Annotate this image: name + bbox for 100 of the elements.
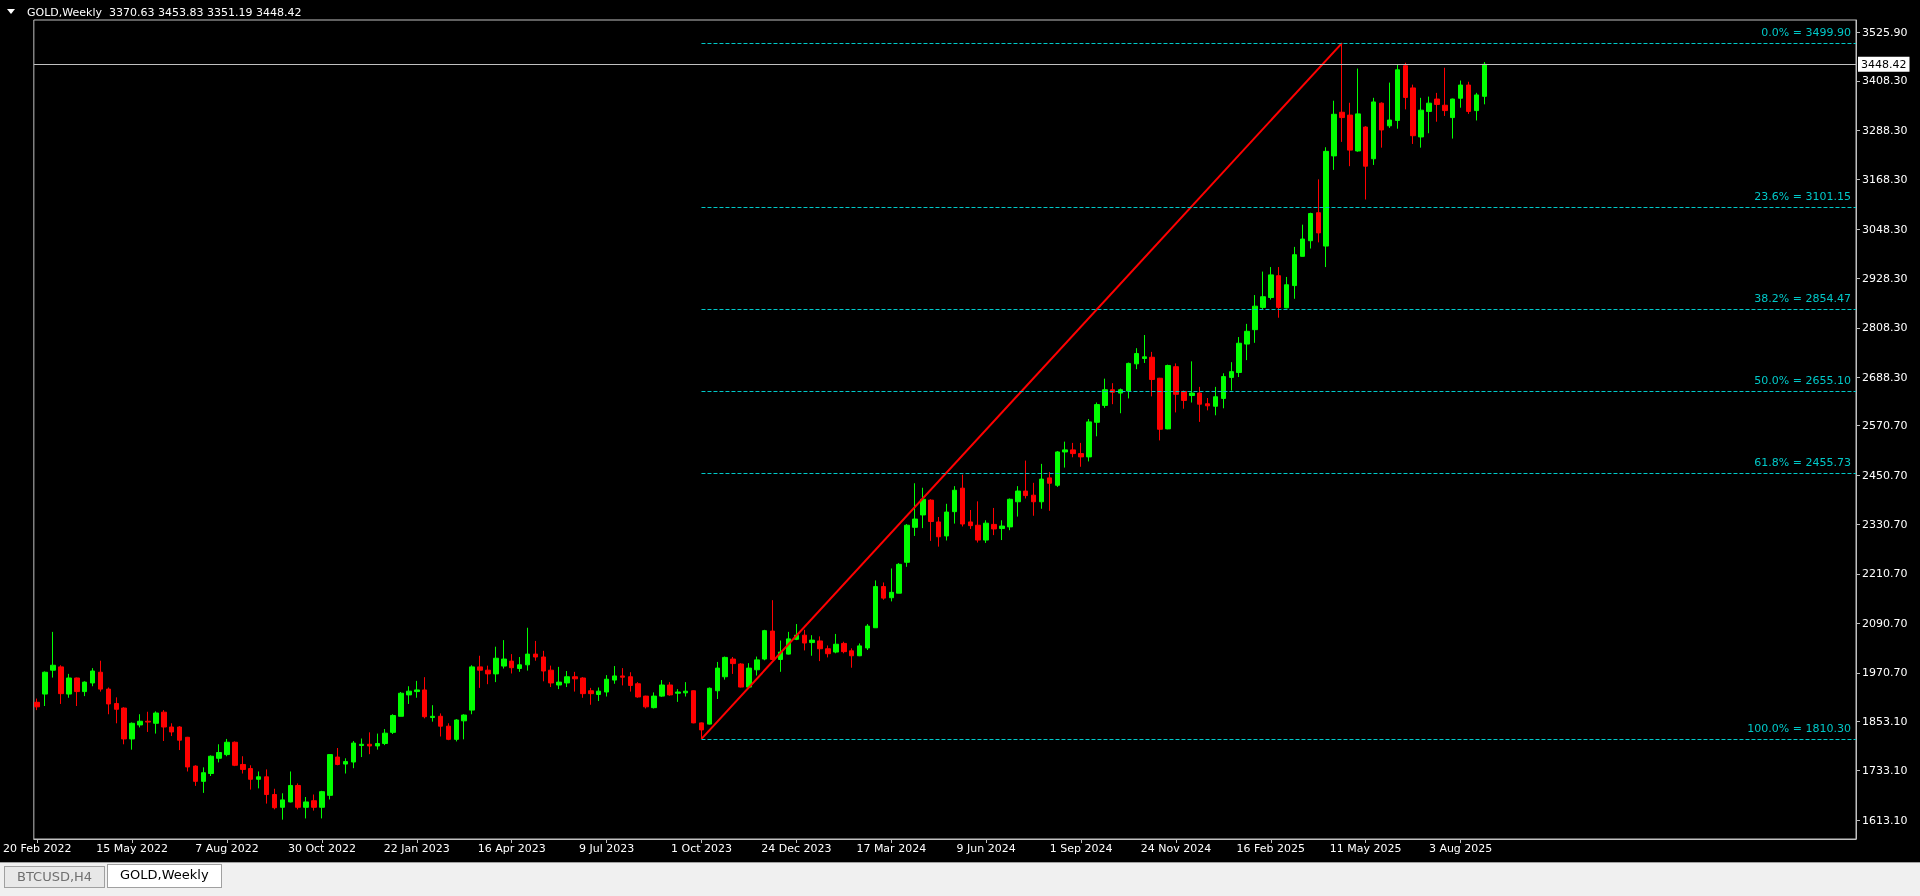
candlestick <box>991 507 997 536</box>
candlestick <box>588 687 594 706</box>
candlestick <box>1252 294 1258 344</box>
y-tick-label: 2330.70 <box>1862 518 1908 532</box>
candlestick <box>335 747 340 766</box>
x-tick-label: 22 Jan 2023 <box>383 842 450 855</box>
candlestick <box>604 674 609 698</box>
candlestick <box>730 656 736 675</box>
candlestick <box>327 753 333 800</box>
candlestick <box>509 653 514 674</box>
candlestick <box>375 733 380 751</box>
candlestick <box>177 725 182 751</box>
candlestick <box>1363 125 1368 201</box>
candlestick <box>1410 84 1416 145</box>
ref-line-label: 38.2% = 2854.47 <box>1754 291 1851 305</box>
y-tick-label: 2688.30 <box>1862 370 1908 384</box>
y-tick-label: 2090.70 <box>1862 616 1908 630</box>
x-tick-label: 1 Sep 2024 <box>1049 842 1113 855</box>
candlestick <box>612 665 617 685</box>
candlestick <box>675 688 681 703</box>
candlestick <box>1181 390 1187 410</box>
candlestick <box>1442 67 1448 117</box>
candlestick <box>746 662 752 688</box>
candlestick <box>485 665 491 685</box>
candlestick <box>224 738 230 757</box>
y-tick-label: 3048.30 <box>1862 222 1908 236</box>
candlestick <box>1331 100 1337 171</box>
candlestick <box>1118 388 1123 414</box>
candlestick <box>691 689 696 724</box>
candlestick <box>975 500 981 544</box>
candlestick <box>817 635 823 662</box>
candlestick <box>295 782 301 810</box>
chart-title: GOLD,Weekly 3370.63 3453.83 3351.19 3448.42 <box>27 6 302 19</box>
candlestick <box>1126 362 1131 399</box>
candlestick <box>762 629 767 661</box>
candlestick <box>1426 96 1432 134</box>
candlestick <box>1189 360 1195 404</box>
candlestick <box>825 644 831 658</box>
candlestick <box>1355 68 1361 153</box>
candlestick <box>446 722 451 741</box>
candlestick <box>303 796 309 819</box>
candlestick <box>1039 463 1044 510</box>
candlestick <box>936 516 941 548</box>
candlestick <box>137 713 143 728</box>
candlestick <box>240 755 246 775</box>
candlestick <box>912 482 918 537</box>
candlestick <box>1221 372 1226 409</box>
candlestick <box>454 718 459 742</box>
candlestick <box>398 691 404 717</box>
candlestick <box>1268 266 1274 301</box>
candlestick <box>1260 271 1266 310</box>
candlestick <box>216 743 222 763</box>
candlestick <box>715 661 720 700</box>
candlestick <box>770 599 775 661</box>
candlestick <box>406 685 412 705</box>
candlestick <box>74 677 80 707</box>
candlestick <box>873 579 878 629</box>
candlestick <box>248 764 253 791</box>
candlestick <box>66 673 72 699</box>
y-tick-label: 2570.70 <box>1862 419 1908 433</box>
candlestick <box>525 627 530 672</box>
ref-line-label: 50.0% = 2655.10 <box>1754 373 1851 387</box>
candlestick <box>1434 92 1440 123</box>
candlestick <box>153 710 159 735</box>
candlestick <box>651 691 657 709</box>
x-tick-label: 24 Nov 2024 <box>1140 842 1212 855</box>
candlestick <box>1379 101 1384 149</box>
candlestick <box>1047 471 1052 512</box>
candlestick <box>881 581 886 601</box>
candlestick <box>161 709 167 742</box>
candlestick <box>533 640 538 662</box>
candlestick <box>928 498 934 542</box>
candlestick <box>556 666 562 690</box>
candlestick <box>722 656 728 681</box>
candlestick <box>82 680 87 697</box>
candlestick <box>422 676 427 719</box>
candlestick <box>1347 102 1353 167</box>
candlestick <box>865 623 870 651</box>
candlestick <box>1062 441 1068 469</box>
candlestick <box>920 487 926 529</box>
ref-line-label: 3448.42 <box>1861 57 1907 71</box>
candlestick <box>1149 351 1155 397</box>
candlestick <box>469 664 475 715</box>
candlestick <box>635 681 641 699</box>
y-tick-label: 3408.30 <box>1862 74 1908 88</box>
x-tick-label: 11 May 2025 <box>1329 842 1402 855</box>
candlestick <box>999 519 1005 541</box>
x-tick-label: 9 Jun 2024 <box>956 842 1016 855</box>
y-tick-label: 3288.30 <box>1862 123 1908 137</box>
candlestick <box>193 764 198 787</box>
candlestick <box>754 656 760 677</box>
candlestick <box>319 790 325 819</box>
candlestick <box>643 695 649 709</box>
candlestick <box>414 680 420 699</box>
ref-line-label: 100.0% = 1810.30 <box>1747 721 1851 735</box>
x-tick-label: 16 Feb 2025 <box>1236 842 1306 855</box>
candlestick <box>1371 97 1376 166</box>
candlestick <box>1102 378 1108 409</box>
candlestick <box>904 523 910 568</box>
y-tick-label: 1970.70 <box>1862 666 1908 680</box>
